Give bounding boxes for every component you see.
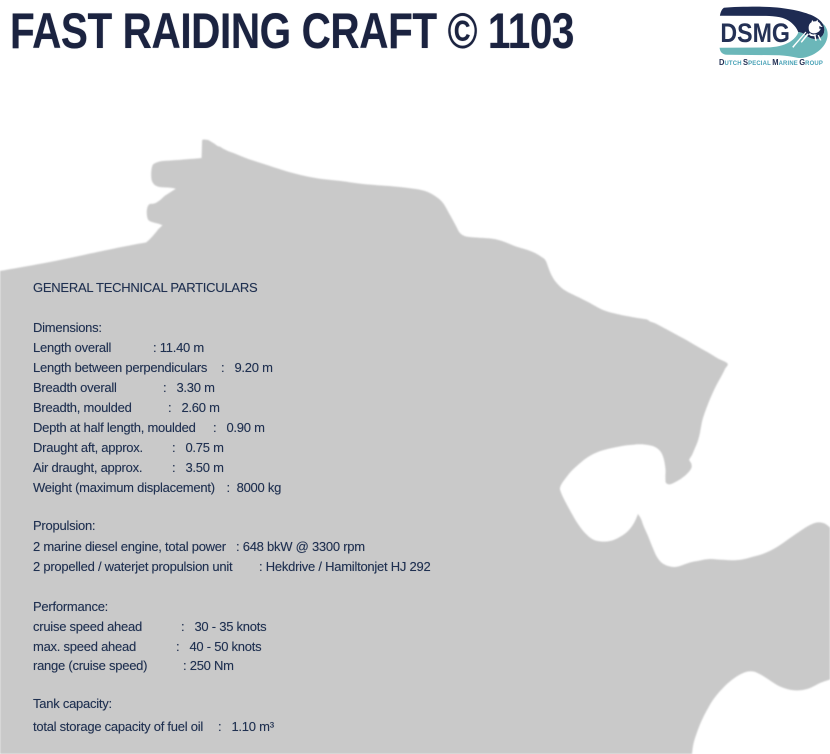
svg-text:DSMG: DSMG xyxy=(720,17,790,48)
